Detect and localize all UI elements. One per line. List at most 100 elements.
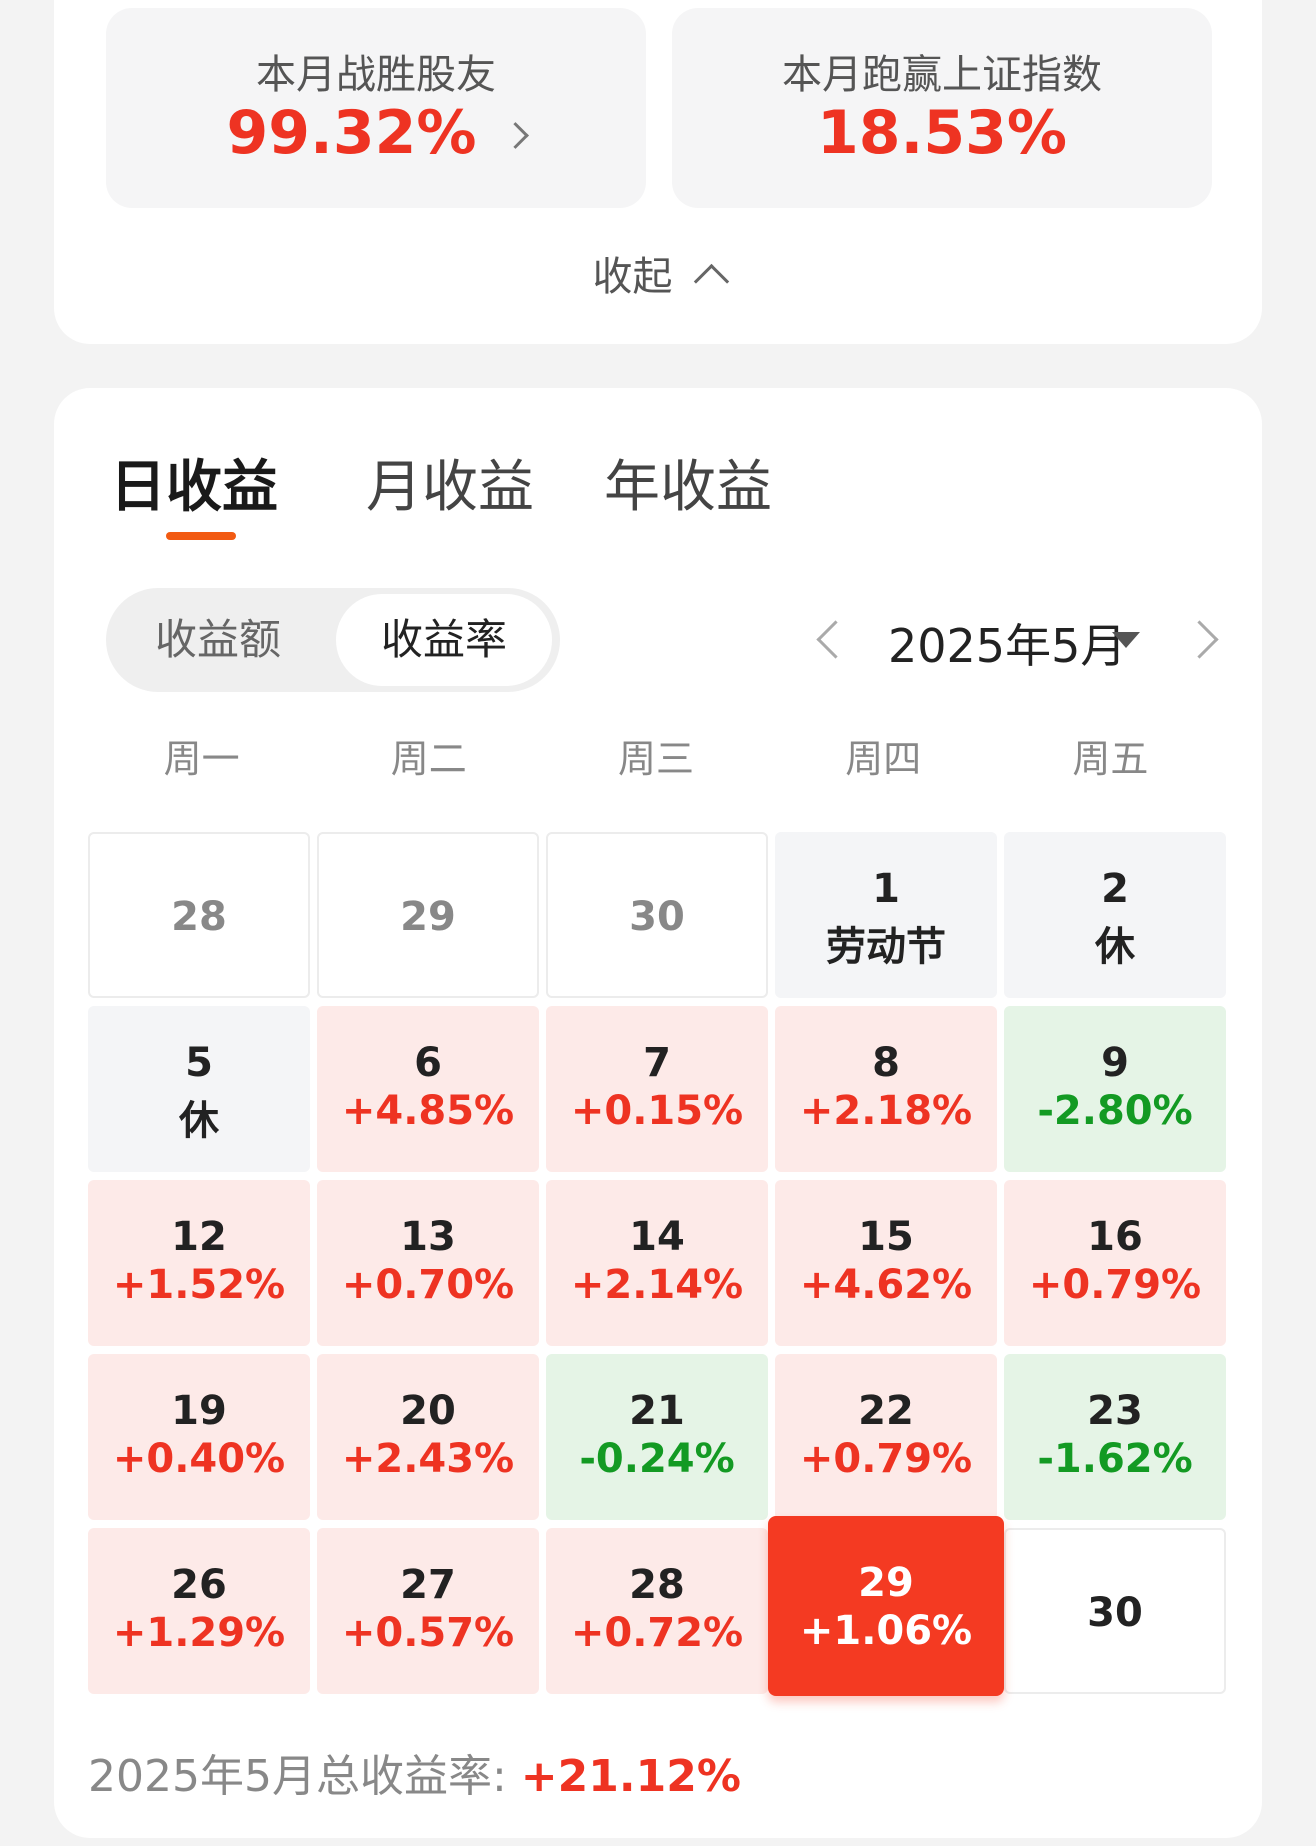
calendar-day-number: 16: [1087, 1214, 1143, 1260]
calendar-day-number: 2: [1101, 866, 1129, 912]
calendar-day-cell[interactable]: 15 +4.62%: [775, 1180, 997, 1346]
month-selector[interactable]: 2025年5月: [888, 619, 1127, 673]
calendar-day-holiday-label: 休: [179, 1098, 219, 1144]
calendar-day-return: -2.80%: [1037, 1088, 1193, 1134]
calendar-day-number: 28: [629, 1562, 685, 1608]
calendar-day-number: 23: [1087, 1388, 1143, 1434]
calendar-day-number: 1: [872, 866, 900, 912]
calendar-day-cell[interactable]: 13 +0.70%: [317, 1180, 539, 1346]
calendar-day-cell[interactable]: 28 +0.72%: [546, 1528, 768, 1694]
active-tab-underline: [166, 532, 236, 540]
calendar-day-cell[interactable]: 29: [317, 832, 539, 998]
calendar-day-number: 14: [629, 1214, 685, 1260]
calendar-day-number: 30: [1087, 1590, 1143, 1636]
calendar-day-number: 7: [643, 1040, 671, 1086]
calendar-day-return: +0.40%: [112, 1436, 286, 1482]
weekday-label: 周一: [163, 737, 240, 781]
next-month-icon[interactable]: [1180, 620, 1219, 659]
calendar-day-cell[interactable]: 1 劳动节: [775, 832, 997, 998]
calendar-day-number: 29: [400, 894, 456, 940]
calendar-day-number: 21: [629, 1388, 685, 1434]
beat-peers-label: 本月战胜股友: [256, 52, 496, 98]
collapse-button[interactable]: 收起: [54, 244, 1262, 302]
calendar-day-cell[interactable]: 9 -2.80%: [1004, 1006, 1226, 1172]
beat-peers-value-row: 99.32%: [106, 98, 646, 168]
calendar-day-return: -1.62%: [1037, 1436, 1193, 1482]
weekday-header: 周一 周二 周三 周四 周五: [88, 728, 1224, 783]
calendar-day-cell[interactable]: 23 -1.62%: [1004, 1354, 1226, 1520]
calendar-day-return: +0.70%: [341, 1262, 515, 1308]
calendar-day-number: 12: [171, 1214, 227, 1260]
beat-index-value-row: 18.53%: [672, 98, 1212, 168]
calendar-day-cell[interactable]: 21 -0.24%: [546, 1354, 768, 1520]
calendar-day-number: 20: [400, 1388, 456, 1434]
calendar-day-cell[interactable]: 12 +1.52%: [88, 1180, 310, 1346]
beat-index-box: 本月跑赢上证指数 18.53%: [672, 8, 1212, 208]
calendar-day-cell[interactable]: 16 +0.79%: [1004, 1180, 1226, 1346]
calendar-day-return: +2.14%: [570, 1262, 744, 1308]
calendar-day-cell[interactable]: 28: [88, 832, 310, 998]
calendar-day-return: +2.43%: [341, 1436, 515, 1482]
amount-toggle-button[interactable]: 收益额: [154, 615, 281, 664]
chevron-up-icon: [693, 263, 729, 299]
calendar-day-return: +1.29%: [112, 1610, 286, 1656]
beat-peers-box[interactable]: 本月战胜股友 99.32%: [106, 8, 646, 208]
calendar-day-number: 9: [1101, 1040, 1129, 1086]
calendar-day-return: +1.06%: [799, 1608, 973, 1654]
weekday-label: 周三: [618, 737, 695, 781]
calendar-day-number: 26: [171, 1562, 227, 1608]
calendar-day-return: +1.52%: [112, 1262, 286, 1308]
tab-yearly-returns[interactable]: 年收益: [604, 455, 772, 520]
calendar-day-cell[interactable]: 19 +0.40%: [88, 1354, 310, 1520]
calendar-day-cell[interactable]: 14 +2.14%: [546, 1180, 768, 1346]
calendar-day-return: +0.79%: [1028, 1262, 1202, 1308]
calendar-day-return: +4.85%: [341, 1088, 515, 1134]
beat-index-value: 18.53%: [817, 98, 1067, 168]
calendar-day-number: 27: [400, 1562, 456, 1608]
calendar-day-cell[interactable]: 29 +1.06%: [768, 1516, 1004, 1696]
total-return-label: 2025年5月总收益率:: [88, 1751, 521, 1802]
returns-calendar-card: 日收益 月收益 年收益 收益额 收益率 2025年5月 周一 周二 周三 周四 …: [54, 388, 1262, 1838]
calendar-day-number: 28: [171, 894, 227, 940]
calendar-day-number: 8: [872, 1040, 900, 1086]
calendar-day-cell[interactable]: 8 +2.18%: [775, 1006, 997, 1172]
calendar-day-number: 13: [400, 1214, 456, 1260]
calendar-day-cell[interactable]: 20 +2.43%: [317, 1354, 539, 1520]
total-return-value: +21.12%: [520, 1751, 741, 1802]
calendar-day-return: +2.18%: [799, 1088, 973, 1134]
month-total-return: 2025年5月总收益率: +21.12%: [88, 1740, 741, 1804]
summary-card: 本月战胜股友 99.32% 本月跑赢上证指数 18.53% 收起: [54, 0, 1262, 344]
calendar-day-return: +0.57%: [341, 1610, 515, 1656]
collapse-label: 收起: [592, 254, 673, 300]
calendar-day-cell[interactable]: 6 +4.85%: [317, 1006, 539, 1172]
calendar-day-return: -0.24%: [579, 1436, 735, 1482]
calendar-day-return: +4.62%: [799, 1262, 973, 1308]
beat-index-label: 本月跑赢上证指数: [782, 52, 1102, 98]
weekday-label: 周四: [845, 737, 922, 781]
weekday-label: 周五: [1072, 737, 1149, 781]
calendar-day-cell[interactable]: 22 +0.79%: [775, 1354, 997, 1520]
calendar-day-holiday-label: 休: [1095, 924, 1135, 970]
weekday-label: 周二: [390, 737, 467, 781]
calendar-day-cell[interactable]: 30: [546, 832, 768, 998]
calendar-day-return: +0.79%: [799, 1436, 973, 1482]
tab-monthly-returns[interactable]: 月收益: [366, 455, 534, 520]
calendar-day-cell[interactable]: 27 +0.57%: [317, 1528, 539, 1694]
calendar-day-return: +0.15%: [570, 1088, 744, 1134]
calendar-day-number: 29: [858, 1560, 914, 1606]
tab-daily-returns[interactable]: 日收益: [110, 455, 278, 520]
calendar-day-cell[interactable]: 26 +1.29%: [88, 1528, 310, 1694]
calendar-day-cell[interactable]: 30: [1004, 1528, 1226, 1694]
amount-rate-toggle: 收益额 收益率: [106, 588, 560, 692]
caret-down-icon[interactable]: [1112, 632, 1140, 648]
chevron-right-icon[interactable]: [502, 121, 530, 149]
month-navigator: 2025年5月: [754, 588, 1234, 692]
prev-month-icon[interactable]: [816, 620, 855, 659]
calendar-day-number: 22: [858, 1388, 914, 1434]
calendar-day-number: 5: [185, 1040, 213, 1086]
rate-toggle-button[interactable]: 收益率: [336, 594, 552, 686]
calendar-day-number: 19: [171, 1388, 227, 1434]
calendar-day-cell[interactable]: 7 +0.15%: [546, 1006, 768, 1172]
